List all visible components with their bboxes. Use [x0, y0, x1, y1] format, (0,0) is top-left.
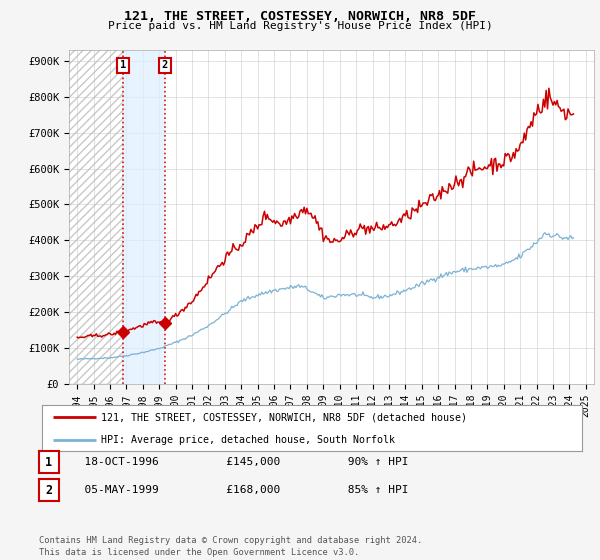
Text: 18-OCT-1996          £145,000          90% ↑ HPI: 18-OCT-1996 £145,000 90% ↑ HPI	[71, 457, 409, 467]
Text: 121, THE STREET, COSTESSEY, NORWICH, NR8 5DF (detached house): 121, THE STREET, COSTESSEY, NORWICH, NR8…	[101, 412, 467, 422]
Text: HPI: Average price, detached house, South Norfolk: HPI: Average price, detached house, Sout…	[101, 435, 395, 445]
Text: 1: 1	[120, 60, 126, 71]
Text: 1: 1	[46, 455, 52, 469]
Text: 2: 2	[46, 483, 52, 497]
Bar	[123, 50, 165, 384]
Bar	[69, 50, 123, 384]
Text: 2: 2	[162, 60, 168, 71]
Text: Price paid vs. HM Land Registry's House Price Index (HPI): Price paid vs. HM Land Registry's House …	[107, 21, 493, 31]
Bar	[69, 50, 123, 384]
Text: Contains HM Land Registry data © Crown copyright and database right 2024.
This d: Contains HM Land Registry data © Crown c…	[39, 536, 422, 557]
Text: 05-MAY-1999          £168,000          85% ↑ HPI: 05-MAY-1999 £168,000 85% ↑ HPI	[71, 485, 409, 495]
Text: 121, THE STREET, COSTESSEY, NORWICH, NR8 5DF: 121, THE STREET, COSTESSEY, NORWICH, NR8…	[124, 10, 476, 23]
